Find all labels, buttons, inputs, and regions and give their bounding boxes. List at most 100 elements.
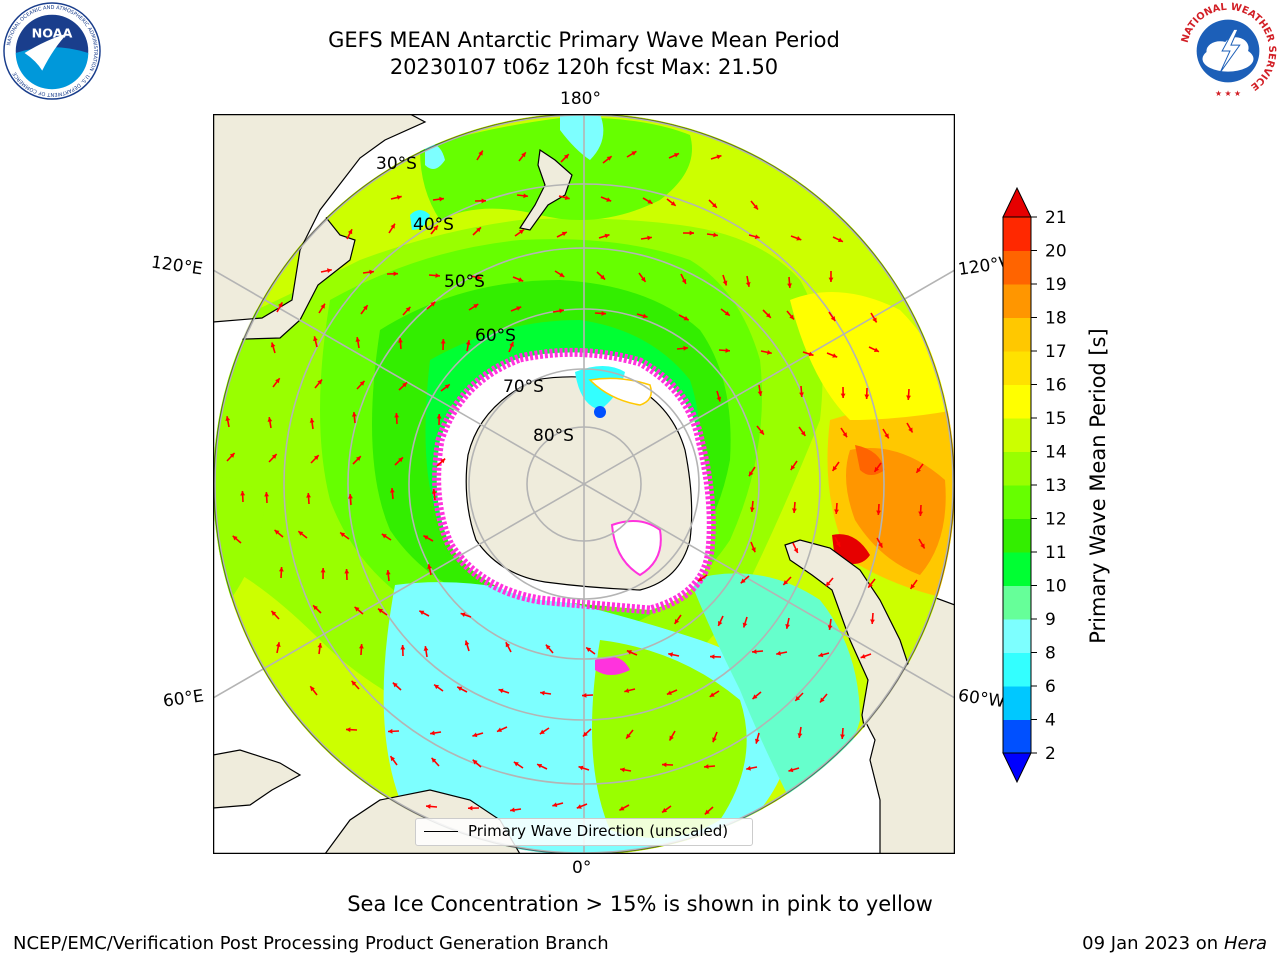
wave-arrow-head (748, 471, 754, 477)
wave-arrow-head (436, 414, 442, 419)
wave-arrow-head (270, 342, 276, 348)
wave-arrow-head (377, 608, 383, 614)
wave-arrow-head (819, 697, 825, 703)
wave-arrow-head (789, 314, 794, 320)
wave-arrow-head (754, 738, 760, 744)
colorbar-segment (1003, 585, 1031, 620)
wave-arrow-head (340, 532, 346, 538)
wave-arrow-head (344, 569, 350, 574)
wave-arrow-head (390, 756, 396, 762)
wave-arrow-head (240, 491, 246, 496)
colorbar-segment (1003, 552, 1031, 586)
wave-arrow-head (683, 345, 688, 351)
wave-arrow-head (431, 489, 437, 494)
wave-arrow-head (709, 692, 715, 697)
sea-ice-note: Sea Ice Concentration > 15% is shown in … (347, 892, 933, 916)
wave-arrow-head (225, 416, 231, 421)
colorbar-tick-label: 18 (1045, 309, 1067, 329)
wave-arrow-head (516, 306, 522, 311)
wave-arrow-head (683, 315, 689, 321)
wave-arrow-head (874, 466, 880, 472)
wave-arrow-head (513, 761, 519, 767)
wave-arrow-head (765, 312, 771, 318)
wave-arrow-head (310, 686, 315, 692)
wave-arrow-head (697, 576, 703, 582)
wave-arrow-head (481, 198, 486, 204)
wave-arrow-head (564, 195, 570, 200)
wave-arrow-head (716, 396, 722, 402)
wave-arrow-head (837, 237, 843, 242)
wave-arrow-head (704, 809, 710, 815)
wave-arrow-head (670, 201, 676, 206)
wave-arrow-head (264, 492, 270, 497)
wave-arrow-head (712, 202, 717, 208)
wave-arrow-head (510, 807, 515, 813)
lat-label-70s: 70°S (503, 377, 544, 397)
wave-arrow-head (766, 350, 772, 355)
wave-arrow-head (381, 533, 387, 539)
wave-arrow-head (423, 646, 429, 651)
wave-arrow-head (724, 311, 730, 316)
wave-arrow-head (457, 686, 463, 692)
wave-arrow-head (392, 682, 398, 688)
wave-arrow-head (832, 353, 838, 358)
wave-arrow-head (561, 231, 567, 237)
wave-arrow-head (518, 277, 524, 282)
wave-arrow-head (317, 379, 323, 385)
wave-arrow-head (797, 733, 803, 738)
wave-arrow-head (906, 395, 911, 400)
wave-arrow-head (355, 337, 361, 342)
wave-arrow-head (710, 654, 715, 660)
wave-period-map: 30°S 40°S 50°S 60°S 70°S 80°S (213, 114, 955, 854)
wave-arrow-head (278, 302, 283, 308)
wave-arrow-head (430, 730, 435, 736)
colorbar-tick-label: 12 (1045, 510, 1067, 530)
wave-arrow-head (606, 197, 612, 202)
wave-arrow-head (793, 547, 798, 553)
colorbar-tick-label: 15 (1045, 409, 1067, 429)
wave-arrow-head (440, 458, 446, 464)
wave-arrow-head (390, 223, 395, 229)
wave-arrow-head (388, 728, 393, 734)
colorbar-segment (1003, 619, 1031, 653)
wave-arrow-head (385, 570, 391, 575)
wave-arrow-head (435, 273, 440, 278)
colorbar-tick-label: 9 (1045, 610, 1056, 630)
lat-label-40s: 40°S (413, 215, 454, 235)
wave-arrow-head (229, 453, 235, 458)
footer-date-text: 09 Jan 2023 on (1082, 933, 1224, 954)
wave-arrow-head (668, 652, 674, 657)
colorbar-under-extension (1002, 752, 1032, 784)
wave-arrow-head (878, 542, 883, 548)
wave-arrow-head (918, 511, 924, 516)
wave-arrow-head (355, 456, 361, 462)
antarctica (465, 376, 693, 591)
wave-arrow-head (440, 339, 446, 344)
wave-arrow-head (864, 394, 870, 399)
wave-arrow-head (476, 275, 482, 280)
wave-arrow-head (601, 311, 606, 316)
wave-arrow-head (346, 727, 351, 733)
colorbar-segment (1003, 652, 1031, 687)
wave-arrow-head (423, 535, 429, 540)
wave-arrow-head (666, 690, 672, 695)
wave-arrow-head (398, 338, 403, 343)
wave-arrow-head (704, 764, 709, 769)
wave-arrow-head (792, 508, 797, 513)
wave-arrow-head (872, 317, 877, 323)
colorbar-tick-label: 16 (1045, 376, 1067, 396)
colorbar-tick-label: 8 (1045, 644, 1056, 664)
wave-arrow-head (309, 418, 315, 423)
wave-arrow-head (348, 494, 353, 499)
wave-arrow-head (600, 274, 606, 280)
legend-label: Primary Wave Direction (unscaled) (468, 822, 729, 840)
wave-arrow-head (582, 692, 587, 698)
colorbar-tick-label: 6 (1045, 677, 1056, 697)
wave-arrow-head (746, 765, 751, 771)
colorbar-tick-label: 14 (1045, 443, 1067, 463)
ocean-field (213, 114, 955, 854)
wave-arrow-head (713, 232, 718, 238)
wave-arrow-head (827, 625, 833, 630)
wave-arrow-head (876, 510, 881, 515)
svg-text:★ ★ ★: ★ ★ ★ (1215, 89, 1241, 98)
